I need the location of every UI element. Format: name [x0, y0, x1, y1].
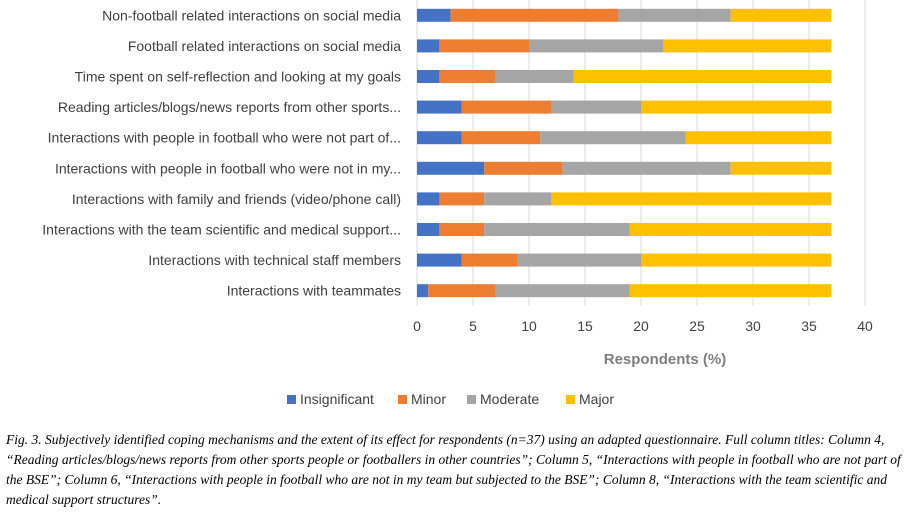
bar-insignificant-3	[417, 100, 462, 114]
legend-label-insignificant: Insignificant	[300, 391, 374, 407]
x-tick-label: 20	[633, 318, 649, 334]
x-tick-label: 10	[521, 318, 537, 334]
category-label: Interactions with family and friends (vi…	[72, 191, 401, 207]
bar-major-8	[641, 253, 832, 267]
legend-label-major: Major	[579, 391, 614, 407]
bar-minor-5	[484, 161, 563, 175]
x-tick-label: 35	[801, 318, 817, 334]
bar-major-9	[629, 284, 832, 298]
bar-moderate-1	[529, 39, 664, 53]
legend-swatch-minor	[398, 395, 407, 404]
bars	[417, 8, 832, 298]
stacked-bar-chart: Non-football related interactions on soc…	[42, 0, 873, 407]
bar-major-2	[573, 70, 832, 83]
bar-major-0	[730, 8, 832, 22]
legend-swatch-moderate	[467, 395, 476, 404]
bar-major-6	[551, 192, 832, 206]
bar-minor-6	[439, 192, 485, 206]
bar-moderate-4	[540, 131, 686, 145]
category-label: Interactions with teammates	[227, 283, 401, 299]
bar-insignificant-7	[417, 223, 440, 236]
bar-minor-2	[439, 70, 496, 83]
bar-major-3	[641, 100, 832, 114]
x-tick-label: 0	[413, 318, 421, 334]
bar-insignificant-0	[417, 8, 451, 22]
category-label: Interactions with people in football who…	[48, 130, 401, 146]
category-label: Time spent on self-reflection and lookin…	[75, 69, 401, 85]
legend-label-moderate: Moderate	[480, 391, 539, 407]
category-label: Interactions with people in football who…	[55, 160, 401, 176]
bar-moderate-5	[562, 161, 731, 175]
caption-fig-label: Fig. 3.	[6, 432, 42, 447]
bar-minor-0	[450, 8, 619, 22]
legend: Insignificant Minor Moderate Major	[287, 391, 614, 407]
bar-insignificant-8	[417, 253, 462, 267]
bar-minor-1	[439, 39, 529, 53]
x-tick-label: 40	[857, 318, 873, 334]
bar-moderate-0	[618, 8, 731, 22]
bar-moderate-9	[495, 284, 630, 298]
category-label: Interactions with technical staff member…	[148, 252, 401, 268]
bar-moderate-2	[495, 70, 574, 83]
x-tick-labels: 0 5 10 15 20 25 30 35 40	[413, 318, 873, 334]
bar-insignificant-6	[417, 192, 440, 206]
x-tick-label: 25	[689, 318, 705, 334]
bar-minor-7	[439, 223, 485, 236]
bar-minor-9	[428, 284, 496, 298]
x-tick-label: 15	[577, 318, 593, 334]
bar-moderate-6	[484, 192, 552, 206]
bar-moderate-3	[551, 100, 641, 114]
bar-minor-8	[461, 253, 518, 267]
bar-major-5	[730, 161, 832, 175]
bar-insignificant-5	[417, 161, 485, 175]
bar-major-1	[663, 39, 832, 53]
bar-major-7	[629, 223, 832, 236]
bar-moderate-8	[517, 253, 641, 267]
bar-insignificant-1	[417, 39, 440, 53]
legend-swatch-major	[566, 395, 575, 404]
x-axis-title: Respondents (%)	[604, 351, 727, 368]
category-labels: Non-football related interactions on soc…	[42, 7, 401, 298]
x-tick-label: 30	[745, 318, 761, 334]
legend-label-minor: Minor	[411, 391, 446, 407]
bar-minor-4	[461, 131, 541, 145]
x-tick-label: 5	[469, 318, 477, 334]
bar-insignificant-2	[417, 70, 440, 83]
bar-moderate-7	[484, 223, 630, 236]
bar-minor-3	[461, 100, 552, 114]
bar-insignificant-4	[417, 131, 462, 145]
bar-major-4	[685, 131, 832, 145]
category-label: Non-football related interactions on soc…	[102, 7, 401, 23]
caption-text: Subjectively identified coping mechanism…	[6, 432, 901, 507]
category-label: Interactions with the team scientific an…	[42, 222, 401, 238]
category-label: Football related interactions on social …	[128, 38, 401, 54]
figure-caption: Fig. 3. Subjectively identified coping m…	[6, 430, 906, 510]
category-label: Reading articles/blogs/news reports from…	[58, 99, 401, 115]
legend-swatch-insignificant	[287, 395, 296, 404]
bar-insignificant-9	[417, 284, 429, 298]
